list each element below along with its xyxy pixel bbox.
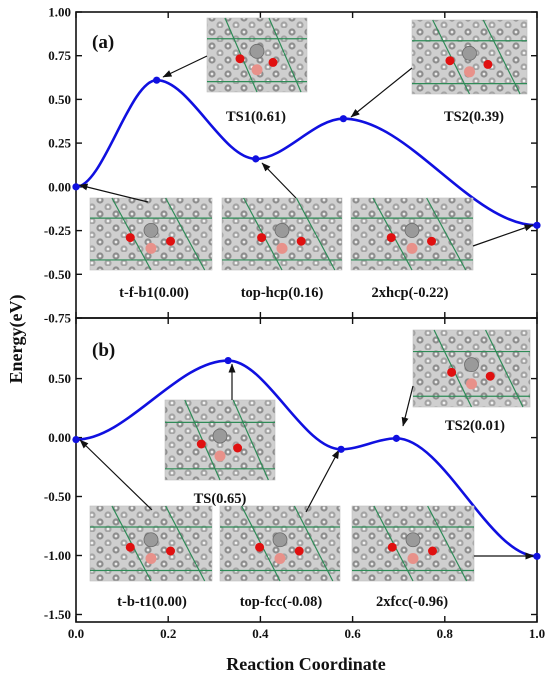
structure-image (221, 197, 343, 271)
pointer-arrow (305, 449, 340, 513)
x-tick-label: 1.0 (529, 626, 545, 641)
pointer-arrow (261, 162, 297, 199)
pointer-arrow (162, 55, 208, 78)
y-tick-label: -1.00 (44, 548, 71, 563)
structure-image (89, 197, 213, 271)
data-point (392, 434, 400, 442)
pointer-arrow (472, 224, 534, 247)
state-label: top-fcc(-0.08) (240, 594, 323, 610)
plot-frame (75, 317, 538, 623)
y-tick-label: 0.75 (48, 48, 71, 63)
panel-b: 0.50 0.00 -0.50 -1.00 -1.50 0.0 0.2 0.4 0.6 0.8 1.… (44, 317, 545, 641)
data-point (72, 436, 80, 444)
data-point (252, 155, 260, 163)
panel-label: (a) (92, 32, 114, 53)
y-tick-label: 0.25 (48, 136, 71, 151)
structure-image (350, 197, 474, 271)
structure-image (411, 19, 528, 95)
x-tick-label: 0.6 (344, 626, 361, 641)
y-tick-label: -0.75 (44, 311, 72, 326)
x-tick-label: 0.4 (252, 626, 269, 641)
y-tick-label: 0.50 (48, 371, 71, 386)
x-tick-label: 0.0 (68, 626, 84, 641)
x-tick-label: 0.8 (437, 626, 454, 641)
panel-label: (b) (92, 340, 115, 361)
structure-image (412, 329, 531, 408)
y-tick-label: -0.50 (44, 489, 71, 504)
structure-image (206, 17, 308, 93)
y-tick-label: 1.00 (48, 5, 71, 20)
data-point (337, 445, 345, 453)
x-axis-title: Reaction Coordinate (226, 654, 385, 674)
data-point (153, 76, 161, 84)
state-label: TS2(0.01) (445, 418, 505, 434)
pointer-arrow (79, 439, 153, 511)
structure-image (164, 399, 276, 481)
data-point (533, 552, 541, 560)
y-tick-label: 0.00 (48, 430, 71, 445)
y-tick-label: 0.50 (48, 92, 71, 107)
state-label: t-f-b1(0.00) (119, 285, 189, 301)
pointer-arrow (350, 67, 413, 118)
y-tick-label: -1.50 (44, 607, 71, 622)
data-point (224, 356, 232, 365)
panel-a: 1.00 0.75 0.50 0.25 0.00 -0.25 -0.50 -0.75 (a) t-… (44, 5, 541, 326)
state-label: TS2(0.39) (444, 109, 504, 125)
structure-image (351, 505, 475, 582)
state-label: 2xhcp(-0.22) (372, 285, 449, 301)
y-tick-label: 0.00 (48, 179, 71, 194)
pointer-arrow (78, 183, 149, 203)
pointer-arrow (401, 385, 414, 427)
y-tick-label: -0.25 (44, 223, 72, 238)
x-tick-label: 0.2 (160, 626, 176, 641)
structure-image (219, 505, 341, 582)
state-label: TS1(0.61) (226, 109, 286, 125)
structure-image (89, 505, 213, 582)
data-point (339, 115, 347, 123)
energy-curve (75, 359, 538, 558)
state-label: top-hcp(0.16) (241, 285, 324, 301)
y-axis-title: Energy(eV) (6, 295, 27, 384)
state-label: 2xfcc(-0.96) (376, 594, 448, 610)
data-point (72, 183, 80, 191)
y-tick-label: -0.50 (44, 267, 71, 282)
state-label: t-b-t1(0.00) (117, 594, 187, 610)
data-point (533, 221, 541, 229)
state-label: TS(0.65) (194, 491, 247, 507)
